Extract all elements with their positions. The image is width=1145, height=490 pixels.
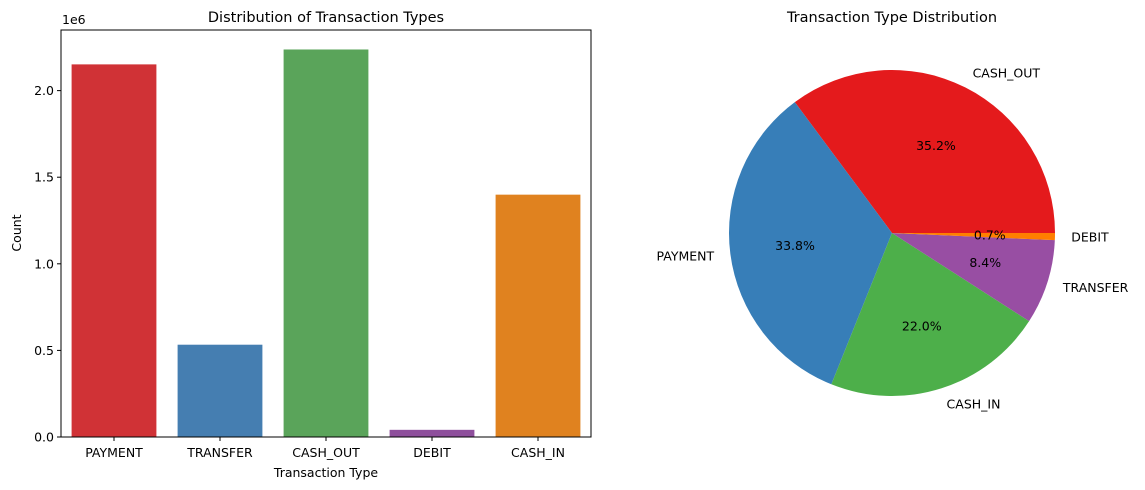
bar-chart-title: Distribution of Transaction Types (208, 10, 444, 26)
pie-slices (729, 69, 1055, 396)
pie-label-cash-in: CASH_IN (947, 396, 1001, 411)
y-tick-label: 1.0 (34, 256, 54, 271)
bar-cash-in (495, 194, 581, 437)
y-axis-ticks: 0.0 0.5 1.0 1.5 2.0 (34, 83, 61, 445)
bar-payment (71, 64, 157, 437)
pie-slice-payment (729, 102, 892, 385)
pie-chart: Transaction Type Distribution CASH_OUT 35… (657, 10, 1129, 411)
x-tick-label: PAYMENT (85, 445, 143, 460)
bar-chart: Distribution of Transaction Types 1e6 0.… (9, 10, 592, 480)
x-tick-label: CASH_IN (511, 445, 565, 460)
y-axis-label: Count (9, 214, 24, 251)
pie-pct-cash-out: 35.2% (916, 138, 956, 153)
y-tick-label: 0.0 (34, 430, 54, 445)
y-tick-label: 2.0 (34, 83, 54, 98)
x-axis-ticks: PAYMENT TRANSFER CASH_OUT DEBIT CASH_IN (85, 437, 565, 460)
pie-labels: CASH_OUT 35.2% PAYMENT 33.8% CASH_IN 22.0% TRA… (657, 65, 1129, 411)
pie-slice-cash-out (794, 69, 1055, 233)
pie-slice-cash-in (831, 233, 1030, 396)
pie-pct-payment: 33.8% (775, 238, 815, 253)
y-axis-offset-text: 1e6 (62, 12, 86, 27)
y-tick-label: 1.5 (34, 170, 54, 185)
y-tick-label: 0.5 (34, 343, 54, 358)
x-tick-label: CASH_OUT (292, 445, 360, 460)
bar-transfer (177, 344, 263, 437)
x-tick-label: TRANSFER (186, 445, 253, 460)
pie-label-transfer: TRANSFER (1062, 280, 1129, 295)
pie-pct-transfer: 8.4% (969, 255, 1001, 270)
pie-slice-debit (892, 233, 1055, 241)
pie-pct-cash-in: 22.0% (902, 319, 942, 334)
x-axis-label: Transaction Type (273, 465, 379, 480)
pie-label-payment: PAYMENT (657, 249, 715, 264)
bar-debit (389, 429, 475, 437)
pie-slice-transfer (892, 233, 1055, 322)
bar-cash-out (283, 49, 369, 438)
pie-pct-debit: 0.7% (974, 228, 1006, 243)
x-tick-label: DEBIT (413, 445, 451, 460)
pie-label-debit: DEBIT (1071, 229, 1109, 244)
pie-label-cash-out: CASH_OUT (973, 65, 1041, 80)
pie-chart-title: Transaction Type Distribution (786, 10, 997, 26)
bar-series (71, 49, 581, 438)
